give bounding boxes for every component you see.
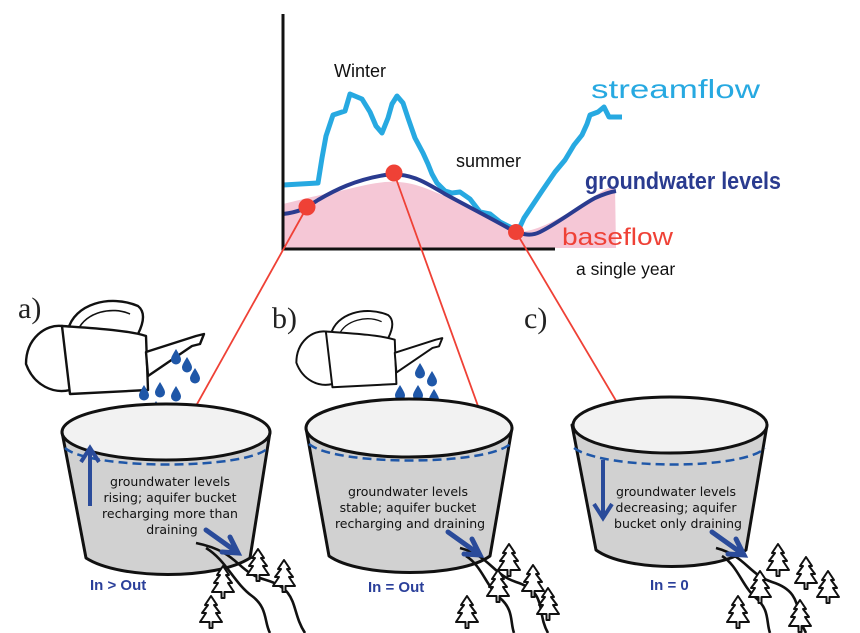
groundwater-line	[282, 172, 617, 237]
pine-tree-icon	[536, 587, 560, 621]
panel-a: a) groundwater levels rising; aquifer bu…	[18, 292, 307, 633]
water-drop-icon	[190, 368, 200, 384]
level-arrow-up	[79, 444, 101, 506]
pine-tree-icon	[816, 570, 840, 604]
water-drop-icon	[427, 371, 437, 387]
pine-tree-icon	[726, 595, 750, 629]
pine-tree-icon	[455, 595, 479, 629]
balance-label-b: In = Out	[368, 579, 424, 596]
pine-tree-icon	[794, 556, 818, 590]
water-drop-icon	[171, 386, 181, 402]
aquifer-bucket-c	[570, 395, 769, 568]
pine-tree-icon	[486, 569, 510, 603]
baseflow-area	[283, 181, 616, 248]
pine-tree-icon	[748, 570, 772, 604]
streamflow-line	[282, 91, 622, 234]
pine-tree-icon	[272, 559, 296, 593]
aquifer-bucket-b	[304, 397, 514, 574]
pine-tree-icon	[521, 564, 545, 598]
connector-a	[181, 206, 308, 432]
label-summer: summer	[456, 151, 521, 171]
pine-tree-icon	[788, 599, 812, 633]
level-arrow-down	[592, 460, 614, 522]
label-winter: Winter	[334, 61, 386, 81]
outflow-arrow-icon	[203, 527, 243, 556]
water-drop-icon	[415, 363, 425, 379]
hydrograph-chart: Winter summer streamflow groundwater lev…	[281, 14, 781, 279]
connector-c	[515, 231, 632, 427]
label-groundwater-levels: groundwater levels	[585, 168, 781, 195]
pine-tree-icon	[497, 543, 521, 577]
panel-letter-c: c)	[524, 302, 547, 335]
balance-label-a: In > Out	[90, 577, 146, 594]
balance-label-c: In = 0	[650, 577, 689, 594]
panel-letter-b: b)	[272, 302, 297, 335]
outflow-arrow-icon	[445, 529, 485, 558]
panel-b: b) groundwater levels stable; aquifer bu…	[272, 302, 560, 633]
panel-c: c) groundwater levels decreasing; aquife…	[524, 302, 840, 633]
watering-can-icon	[24, 299, 206, 396]
outflow-arrow-icon	[709, 529, 749, 558]
panel-letter-a: a)	[18, 292, 41, 325]
connector-b	[393, 172, 488, 432]
bucket-text-c: groundwater levels decreasing; aquifer b…	[614, 484, 742, 531]
label-single-year: a single year	[576, 259, 675, 279]
water-drop-icon	[155, 382, 165, 398]
label-baseflow: baseflow	[562, 224, 674, 251]
pine-tree-icon	[766, 543, 790, 577]
connector-lines	[181, 172, 632, 432]
bucket-text-a: groundwater levels rising; aquifer bucke…	[102, 474, 242, 537]
label-streamflow: streamflow	[591, 74, 760, 104]
bucket-text-b: groundwater levels stable; aquifer bucke…	[335, 484, 485, 531]
pine-tree-icon	[199, 595, 223, 629]
water-drop-icon	[182, 357, 192, 373]
